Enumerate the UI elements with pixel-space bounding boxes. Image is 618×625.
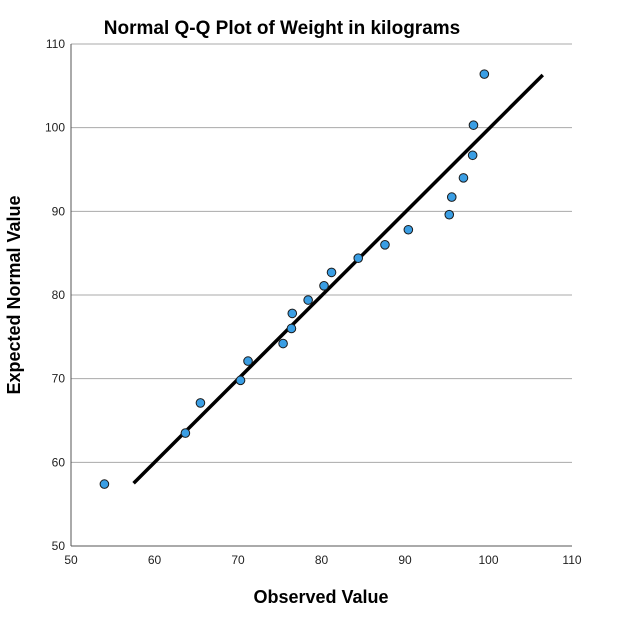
data-point <box>286 323 297 334</box>
chart-title: Normal Q-Q Plot of Weight in kilograms <box>104 18 460 39</box>
data-point <box>287 308 298 319</box>
plot-frame <box>70 44 572 547</box>
x-tick-label: 50 <box>64 553 78 567</box>
x-tick-label: 60 <box>148 553 162 567</box>
data-point <box>380 240 390 250</box>
x-tick-label: 100 <box>478 553 498 567</box>
y-tick-label: 100 <box>45 121 65 135</box>
data-point <box>303 295 313 305</box>
data-point <box>235 375 246 386</box>
data-point <box>403 224 414 235</box>
data-point <box>353 253 364 263</box>
y-axis-label: Expected Normal Value <box>4 195 24 394</box>
x-axis-label: Observed Value <box>253 587 388 607</box>
data-point <box>444 209 455 220</box>
data-point <box>326 267 337 278</box>
data-points <box>99 69 490 489</box>
reference-line-group <box>132 73 545 485</box>
gridlines <box>71 43 572 463</box>
y-tick-label: 80 <box>52 288 66 302</box>
y-tick-label: 90 <box>52 204 66 218</box>
data-point <box>99 479 110 489</box>
data-point <box>468 120 479 130</box>
y-tick-label: 50 <box>52 539 66 553</box>
x-tick-label: 80 <box>315 553 329 567</box>
data-point <box>278 338 288 349</box>
y-tick-label: 110 <box>46 37 65 51</box>
data-point <box>319 280 329 291</box>
data-point <box>458 173 469 183</box>
data-point <box>195 398 206 408</box>
tick-labels: 50 60 70 80 90 100 110 50 60 70 80 90 100 110 <box>45 37 582 567</box>
data-point <box>446 192 457 202</box>
x-tick-label: 90 <box>398 553 412 567</box>
y-tick-label: 70 <box>52 372 66 386</box>
data-point <box>180 428 191 438</box>
y-tick-label: 60 <box>52 455 66 469</box>
reference-line <box>132 73 545 485</box>
data-point <box>479 69 490 79</box>
data-point <box>467 150 478 161</box>
x-tick-label: 110 <box>562 553 581 567</box>
data-point <box>243 356 253 366</box>
x-tick-label: 70 <box>231 553 245 567</box>
